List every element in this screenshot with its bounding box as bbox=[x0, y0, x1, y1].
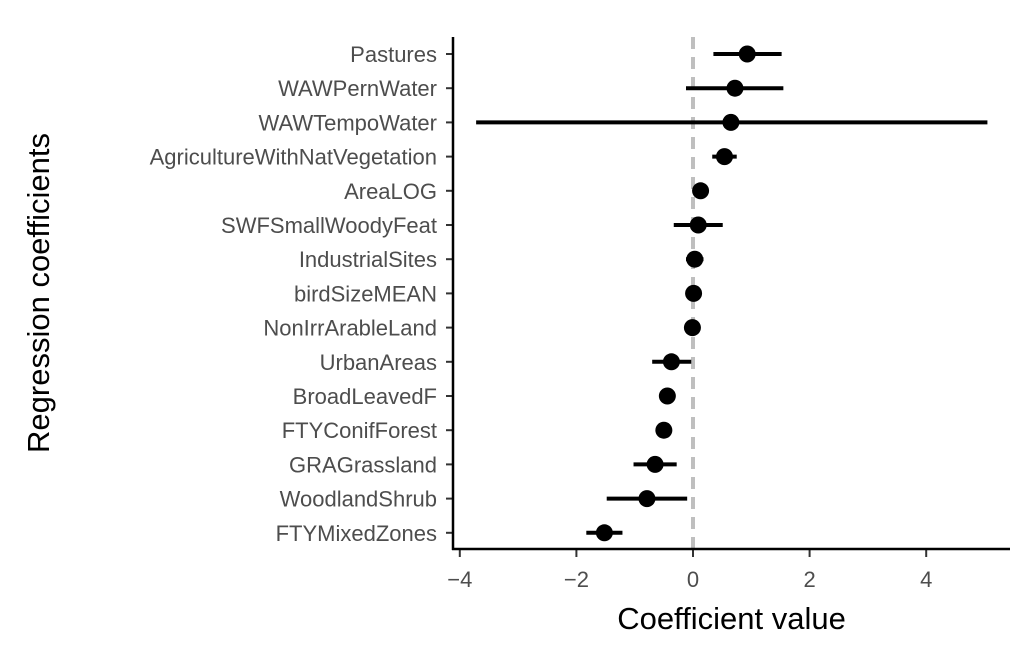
y-tick-label: FTYConifForest bbox=[282, 418, 437, 443]
coefficient-point bbox=[662, 353, 680, 371]
coefficient-point bbox=[683, 319, 701, 337]
y-tick-label: NonIrrArableLand bbox=[263, 316, 437, 341]
coefficient-point bbox=[655, 421, 673, 439]
coefficient-point bbox=[685, 284, 703, 302]
x-ticks bbox=[458, 549, 928, 557]
coefficient-point bbox=[692, 182, 710, 200]
y-tick-label: Pastures bbox=[350, 42, 437, 67]
coefficient-point bbox=[726, 79, 744, 97]
x-tick-label: −2 bbox=[564, 567, 589, 592]
y-tick-labels: Pastures WAWPernWater WAWTempoWater Agricul… bbox=[150, 42, 437, 546]
coefficient-point bbox=[658, 387, 676, 405]
coefficient-point bbox=[638, 490, 656, 508]
coefficient-point bbox=[595, 524, 613, 542]
y-tick-label: AreaLOG bbox=[344, 179, 437, 204]
x-tick-label: 0 bbox=[687, 567, 699, 592]
y-tick-label: IndustrialSites bbox=[299, 247, 437, 272]
coefficient-point bbox=[722, 113, 740, 131]
y-tick-label: UrbanAreas bbox=[320, 350, 437, 375]
y-tick-label: WoodlandShrub bbox=[280, 487, 437, 512]
y-tick-label: BroadLeavedF bbox=[293, 384, 437, 409]
x-tick-labels: −4 −2 0 2 4 bbox=[447, 567, 932, 592]
y-tick-label: FTYMixedZones bbox=[276, 521, 437, 546]
coefficient-point bbox=[689, 216, 707, 234]
x-axis-title: Coefficient value bbox=[617, 601, 846, 636]
x-tick-label: 2 bbox=[803, 567, 815, 592]
coefficient-point bbox=[646, 455, 664, 473]
coefficient-points bbox=[595, 45, 756, 542]
coefficient-point bbox=[738, 45, 756, 63]
y-tick-label: WAWPernWater bbox=[278, 76, 437, 101]
coefficient-point bbox=[715, 148, 733, 166]
y-tick-label: GRAGrassland bbox=[289, 452, 437, 477]
coefficient-point bbox=[686, 250, 704, 268]
x-tick-label: −4 bbox=[447, 567, 472, 592]
y-tick-label: birdSizeMEAN bbox=[294, 281, 437, 306]
y-tick-label: AgricultureWithNatVegetation bbox=[150, 145, 437, 170]
y-tick-label: WAWTempoWater bbox=[259, 110, 437, 135]
y-axis-title: Regression coefficients bbox=[21, 133, 56, 453]
x-tick-label: 4 bbox=[920, 567, 932, 592]
y-tick-label: SWFSmallWoodyFeat bbox=[221, 213, 437, 238]
